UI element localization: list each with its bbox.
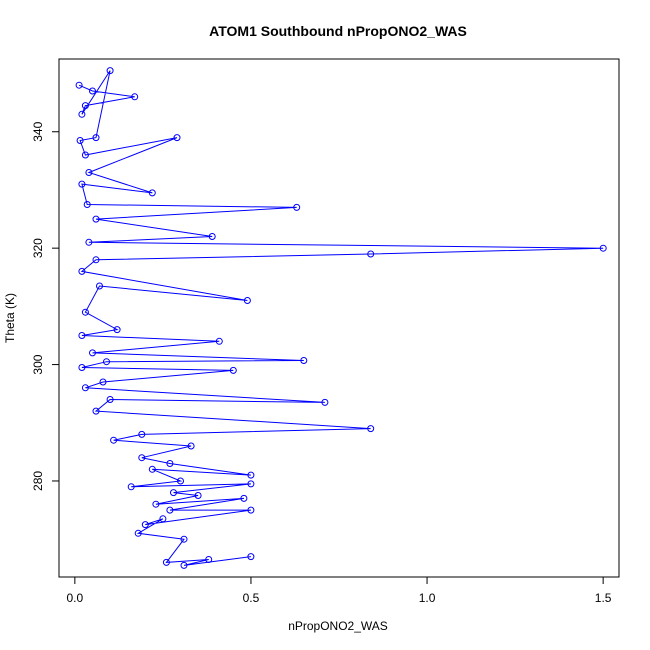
y-axis-label: Theta (K) bbox=[3, 293, 17, 343]
data-point bbox=[78, 267, 86, 275]
data-point bbox=[367, 250, 375, 258]
data-point bbox=[180, 561, 188, 569]
y-axis: 280 300 320 340 bbox=[31, 121, 59, 491]
data-point bbox=[194, 492, 202, 499]
data-point bbox=[166, 506, 174, 514]
data-point bbox=[159, 515, 167, 523]
data-point bbox=[243, 297, 251, 304]
data-point bbox=[85, 169, 93, 176]
data-point bbox=[106, 67, 114, 75]
data-point bbox=[367, 425, 375, 433]
data-point bbox=[113, 326, 121, 334]
y-tick-label: 340 bbox=[31, 121, 45, 141]
data-point bbox=[106, 396, 114, 403]
data-point bbox=[78, 364, 86, 371]
data-point bbox=[89, 87, 96, 95]
data-point bbox=[131, 93, 139, 101]
data-point bbox=[247, 471, 255, 479]
data-point bbox=[229, 366, 237, 374]
data-point bbox=[92, 134, 100, 142]
data-point bbox=[599, 244, 607, 252]
y-tick-label: 320 bbox=[31, 238, 45, 258]
data-point bbox=[81, 102, 89, 110]
data-point bbox=[321, 398, 329, 406]
y-tick-label: 300 bbox=[31, 354, 45, 374]
chart-title: ATOM1 Southbound nPropONO2_WAS bbox=[209, 23, 467, 39]
data-point bbox=[134, 529, 142, 537]
data-point bbox=[75, 81, 83, 89]
data-point bbox=[293, 203, 301, 211]
data-point bbox=[215, 337, 223, 345]
data-point bbox=[96, 282, 103, 290]
x-tick-label: 1.5 bbox=[595, 591, 612, 605]
data-point bbox=[180, 535, 188, 543]
data-point bbox=[76, 137, 84, 144]
data-point bbox=[247, 506, 255, 514]
data-point bbox=[110, 436, 118, 444]
data-point bbox=[166, 460, 174, 467]
data-point bbox=[152, 500, 160, 508]
data-point bbox=[99, 378, 107, 386]
data-point bbox=[81, 151, 89, 159]
series-layer bbox=[75, 67, 607, 569]
data-point bbox=[162, 558, 170, 566]
data-point bbox=[138, 430, 146, 438]
x-axis-label: nPropONO2_WAS bbox=[288, 619, 388, 633]
series-line bbox=[78, 70, 604, 566]
data-point bbox=[208, 233, 216, 240]
data-point bbox=[81, 384, 89, 392]
y-tick-label: 280 bbox=[31, 471, 45, 491]
data-point bbox=[92, 256, 100, 264]
data-point bbox=[240, 494, 248, 502]
data-point bbox=[85, 238, 93, 246]
data-point bbox=[177, 477, 184, 485]
data-point bbox=[138, 454, 146, 462]
data-point bbox=[92, 407, 100, 415]
data-point bbox=[247, 480, 255, 488]
data-point bbox=[205, 556, 213, 563]
x-tick-label: 1.0 bbox=[419, 591, 436, 605]
data-point bbox=[300, 357, 308, 364]
data-point bbox=[148, 465, 156, 473]
data-point bbox=[148, 189, 156, 197]
data-point bbox=[127, 483, 135, 491]
data-point bbox=[78, 332, 86, 339]
data-point bbox=[170, 489, 177, 497]
data-point bbox=[83, 201, 91, 208]
data-point bbox=[89, 349, 96, 357]
data-point bbox=[78, 110, 86, 118]
data-point bbox=[141, 521, 149, 529]
x-tick-label: 0.0 bbox=[67, 591, 84, 605]
data-point bbox=[247, 553, 255, 561]
data-point bbox=[81, 308, 89, 316]
x-axis: 0.0 0.5 1.0 1.5 bbox=[67, 576, 612, 605]
data-point bbox=[103, 358, 110, 366]
data-point bbox=[92, 215, 100, 223]
data-point bbox=[173, 134, 181, 142]
data-point bbox=[187, 442, 195, 450]
x-tick-label: 0.5 bbox=[243, 591, 260, 605]
data-point bbox=[78, 180, 86, 188]
